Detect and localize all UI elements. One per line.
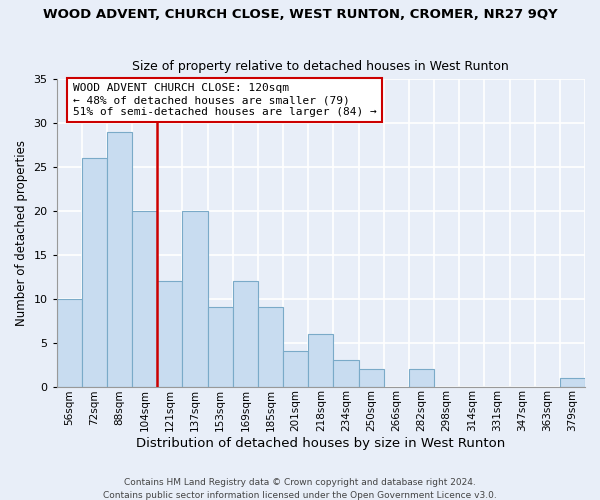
Text: Contains HM Land Registry data © Crown copyright and database right 2024.
Contai: Contains HM Land Registry data © Crown c… bbox=[103, 478, 497, 500]
Bar bbox=[182, 210, 208, 386]
Bar bbox=[283, 352, 308, 386]
Bar bbox=[258, 308, 283, 386]
Bar bbox=[157, 281, 182, 386]
Bar bbox=[560, 378, 585, 386]
X-axis label: Distribution of detached houses by size in West Runton: Distribution of detached houses by size … bbox=[136, 437, 505, 450]
Bar bbox=[334, 360, 359, 386]
Bar bbox=[233, 281, 258, 386]
Bar bbox=[308, 334, 334, 386]
Text: WOOD ADVENT, CHURCH CLOSE, WEST RUNTON, CROMER, NR27 9QY: WOOD ADVENT, CHURCH CLOSE, WEST RUNTON, … bbox=[43, 8, 557, 20]
Bar bbox=[359, 369, 384, 386]
Bar bbox=[409, 369, 434, 386]
Text: WOOD ADVENT CHURCH CLOSE: 120sqm
← 48% of detached houses are smaller (79)
51% o: WOOD ADVENT CHURCH CLOSE: 120sqm ← 48% o… bbox=[73, 84, 376, 116]
Bar bbox=[57, 298, 82, 386]
Bar bbox=[132, 210, 157, 386]
Bar bbox=[82, 158, 107, 386]
Title: Size of property relative to detached houses in West Runton: Size of property relative to detached ho… bbox=[133, 60, 509, 74]
Y-axis label: Number of detached properties: Number of detached properties bbox=[15, 140, 28, 326]
Bar bbox=[208, 308, 233, 386]
Bar bbox=[107, 132, 132, 386]
